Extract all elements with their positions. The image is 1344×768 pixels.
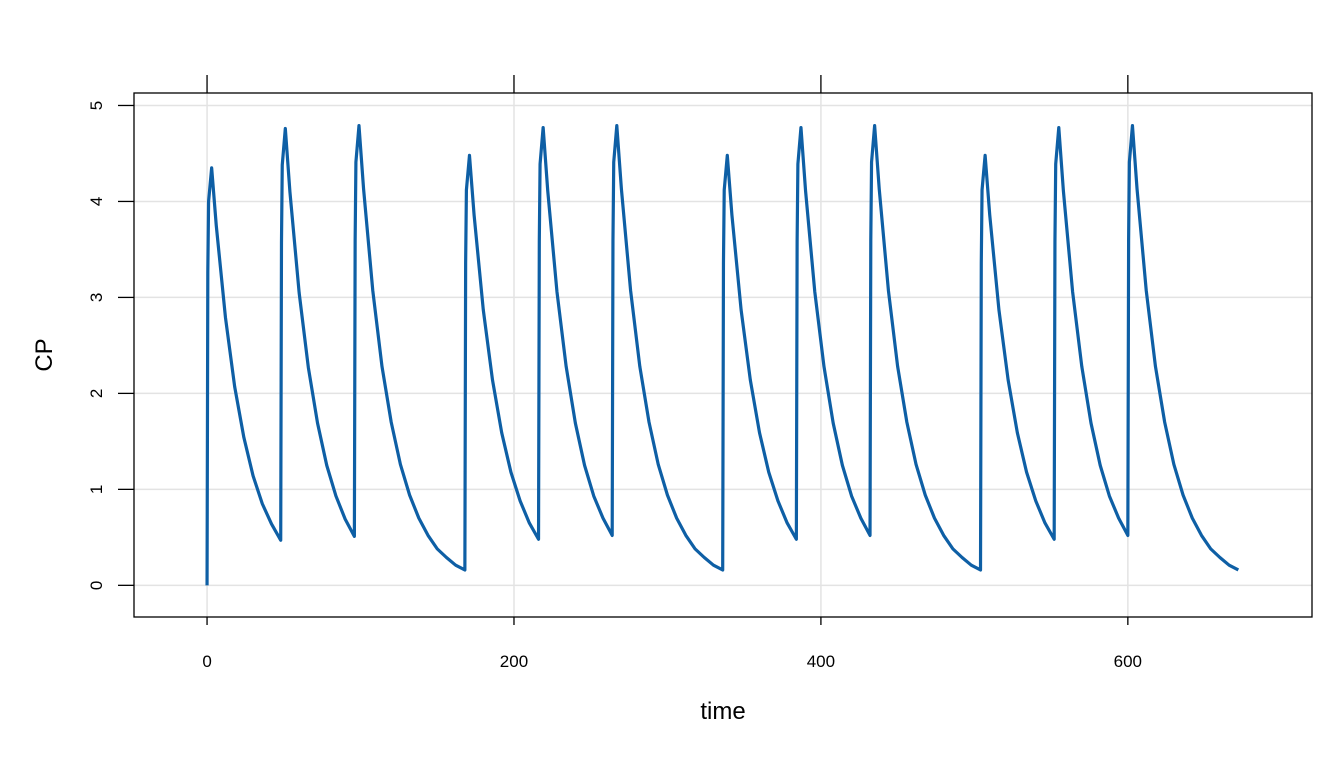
x-axis-label: time — [700, 698, 745, 725]
y-axis-label: CP — [31, 338, 58, 371]
y-tick-label: 3 — [87, 293, 106, 302]
y-tick-label: 1 — [87, 485, 106, 494]
x-tick-label: 200 — [500, 652, 528, 671]
data-line — [205, 124, 1240, 586]
y-tick-label: 5 — [87, 101, 106, 110]
x-tick-label: 600 — [1114, 652, 1142, 671]
y-tick-label: 2 — [87, 389, 106, 398]
y-tick-label: 4 — [87, 197, 106, 206]
x-tick-label: 400 — [807, 652, 835, 671]
x-tick-label: 0 — [202, 652, 211, 671]
y-tick-label: 0 — [87, 581, 106, 590]
plot-frame — [133, 92, 1313, 618]
